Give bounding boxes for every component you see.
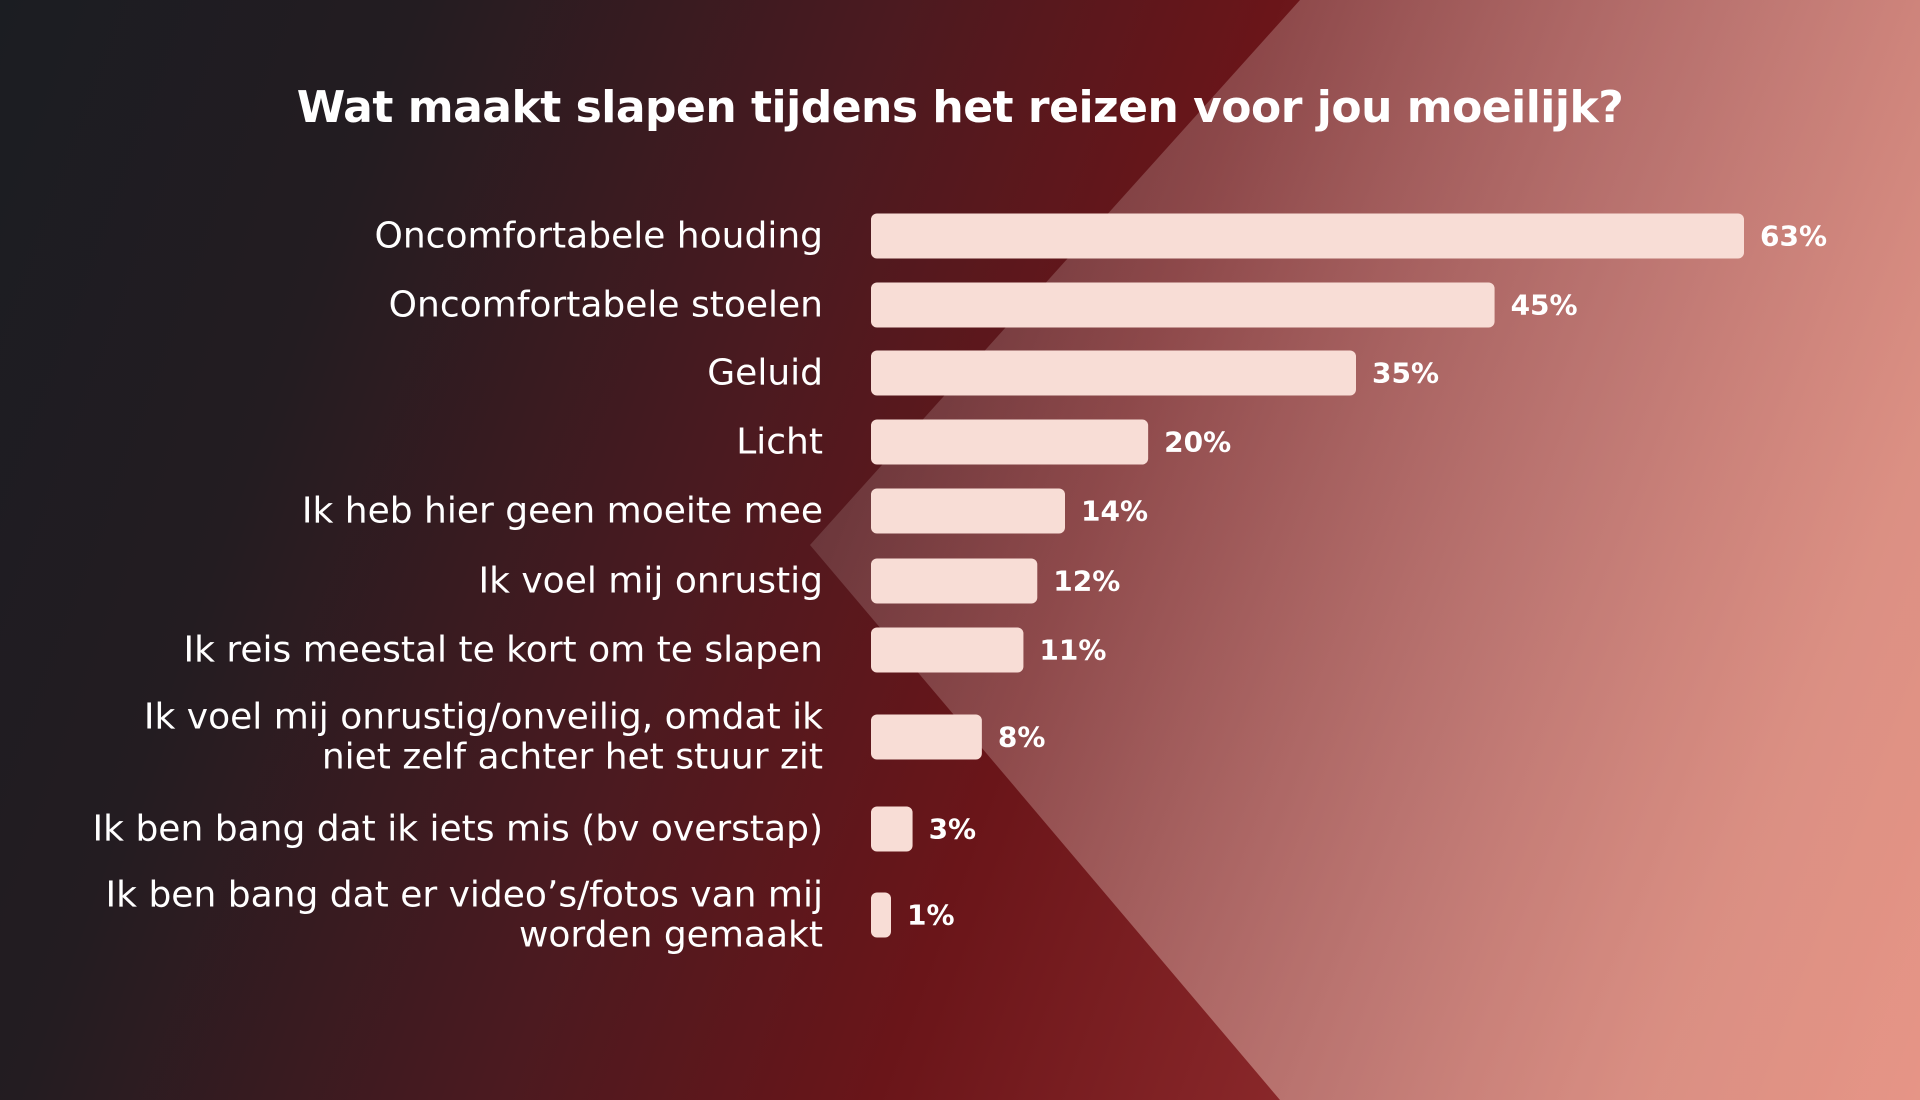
bar-3 [871,419,1149,465]
chart-title: Wat maakt slapen tijdens het reizen voor… [296,82,1624,133]
bar-8 [871,806,913,852]
bar-1 [871,282,1495,328]
category-label-line: Ik voel mij onrustig/onveilig, omdat ik [144,697,823,738]
bar-6 [871,627,1024,673]
category-label-1: Oncomfortabele stoelen [389,285,823,326]
value-label-1: 45% [1511,289,1578,322]
category-label-line: Ik ben bang dat er video’s/fotos van mij [106,875,823,916]
bar-5 [871,558,1038,604]
category-label-line: niet zelf achter het stuur zit [322,737,823,778]
category-label-line: Oncomfortabele houding [375,216,824,257]
value-label-8: 3% [929,813,977,846]
value-label-0: 63% [1760,220,1827,253]
category-label-6: Ik reis meestal te kort om te slapen [183,630,823,671]
bar-7 [871,714,982,760]
category-label-9: Ik ben bang dat er video’s/fotos van mij… [106,875,823,956]
category-label-line: Ik voel mij onrustig [478,561,823,602]
category-label-0: Oncomfortabele houding [375,216,824,257]
value-label-2: 35% [1372,357,1439,390]
category-label-line: worden gemaakt [519,915,823,956]
category-label-2: Geluid [707,353,823,394]
bar-2 [871,350,1356,396]
value-label-9: 1% [907,899,955,932]
bar-9 [871,892,891,938]
bar-0 [871,213,1744,259]
value-label-6: 11% [1039,634,1106,667]
category-label-line: Geluid [707,353,823,394]
category-label-5: Ik voel mij onrustig [478,561,823,602]
category-label-line: Ik reis meestal te kort om te slapen [183,630,823,671]
category-label-line: Licht [736,422,823,463]
bar-4 [871,488,1065,534]
category-label-line: Ik ben bang dat ik iets mis (bv overstap… [93,809,823,850]
value-label-7: 8% [998,721,1046,754]
category-label-4: Ik heb hier geen moeite mee [302,491,823,532]
category-label-8: Ik ben bang dat ik iets mis (bv overstap… [93,809,823,850]
category-label-line: Ik heb hier geen moeite mee [302,491,823,532]
category-label-line: Oncomfortabele stoelen [389,285,823,326]
value-label-4: 14% [1081,495,1148,528]
category-label-7: Ik voel mij onrustig/onveilig, omdat ik n… [144,697,823,778]
value-label-3: 20% [1164,426,1231,459]
category-label-3: Licht [736,422,823,463]
value-label-5: 12% [1053,565,1120,598]
